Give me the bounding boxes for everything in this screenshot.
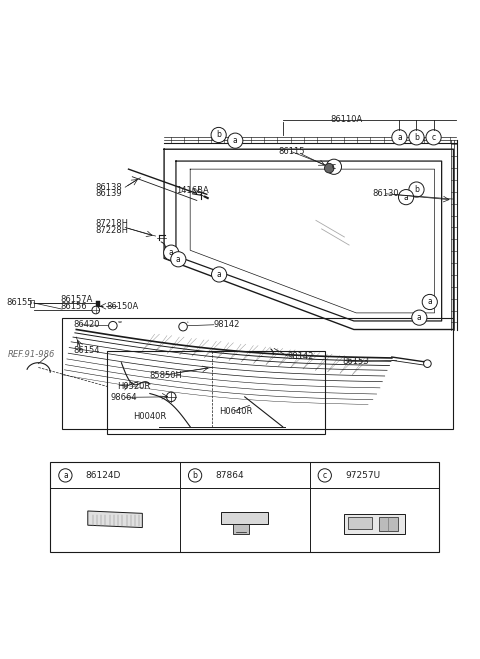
- Text: 85850H: 85850H: [149, 370, 182, 380]
- Text: a: a: [217, 270, 221, 279]
- Circle shape: [171, 252, 186, 267]
- Bar: [107, 351, 325, 434]
- Text: 86115: 86115: [278, 147, 304, 156]
- Text: 86153: 86153: [342, 357, 369, 366]
- Text: 86154: 86154: [73, 347, 99, 355]
- Text: H0640R: H0640R: [219, 407, 252, 416]
- Circle shape: [398, 190, 414, 205]
- Text: 87218H: 87218H: [96, 219, 128, 228]
- Bar: [50, 463, 439, 552]
- Circle shape: [409, 182, 424, 197]
- Text: 87228H: 87228H: [96, 226, 128, 235]
- Circle shape: [392, 130, 407, 145]
- Text: a: a: [397, 133, 402, 142]
- Polygon shape: [233, 524, 250, 534]
- Text: 86124D: 86124D: [86, 471, 121, 480]
- Text: 86138: 86138: [96, 183, 122, 192]
- Text: 86420: 86420: [73, 320, 99, 330]
- Circle shape: [426, 130, 441, 145]
- Bar: [348, 517, 372, 529]
- Circle shape: [108, 322, 117, 330]
- Text: 1416BA: 1416BA: [176, 186, 209, 195]
- Circle shape: [179, 322, 187, 331]
- Text: b: b: [192, 471, 198, 480]
- Polygon shape: [88, 511, 143, 528]
- Circle shape: [318, 469, 331, 482]
- Circle shape: [167, 392, 176, 401]
- Circle shape: [412, 310, 427, 326]
- Text: 86156: 86156: [60, 302, 87, 311]
- Text: b: b: [414, 133, 419, 142]
- Text: c: c: [323, 471, 327, 480]
- Circle shape: [92, 306, 99, 314]
- Bar: [62, 318, 454, 429]
- Text: H0520R: H0520R: [117, 382, 150, 391]
- Bar: [344, 514, 405, 534]
- Text: 86155: 86155: [7, 299, 33, 308]
- Circle shape: [424, 360, 431, 368]
- Bar: [30, 300, 34, 306]
- Circle shape: [212, 267, 227, 282]
- Circle shape: [211, 127, 226, 142]
- Text: a: a: [169, 248, 174, 257]
- Bar: [379, 517, 398, 531]
- Text: c: c: [332, 162, 336, 171]
- Text: 86139: 86139: [96, 189, 122, 198]
- Circle shape: [326, 159, 342, 175]
- Circle shape: [409, 130, 424, 145]
- Text: H0040R: H0040R: [133, 413, 167, 421]
- Text: 98664: 98664: [111, 393, 138, 402]
- Text: c: c: [432, 133, 436, 142]
- Text: 86157A: 86157A: [60, 295, 93, 304]
- Bar: [221, 512, 268, 524]
- Text: 98142: 98142: [214, 320, 240, 330]
- Text: a: a: [233, 136, 238, 145]
- Text: 86150A: 86150A: [106, 302, 138, 311]
- Text: 87864: 87864: [216, 471, 244, 480]
- Text: REF.91-986: REF.91-986: [8, 350, 55, 359]
- Text: a: a: [404, 192, 408, 202]
- Circle shape: [422, 295, 437, 310]
- Text: a: a: [417, 313, 422, 322]
- Text: a: a: [427, 297, 432, 306]
- Text: 86110A: 86110A: [331, 115, 363, 125]
- Circle shape: [324, 163, 334, 173]
- Text: a: a: [63, 471, 68, 480]
- Text: b: b: [414, 185, 419, 194]
- Circle shape: [189, 469, 202, 482]
- Text: b: b: [216, 130, 221, 140]
- Circle shape: [164, 245, 179, 260]
- Text: a: a: [176, 255, 180, 264]
- Text: 86130: 86130: [372, 189, 398, 198]
- Bar: [96, 301, 99, 306]
- Text: 98142: 98142: [288, 352, 314, 361]
- Text: 97257U: 97257U: [345, 471, 380, 480]
- Circle shape: [228, 133, 243, 148]
- Circle shape: [59, 469, 72, 482]
